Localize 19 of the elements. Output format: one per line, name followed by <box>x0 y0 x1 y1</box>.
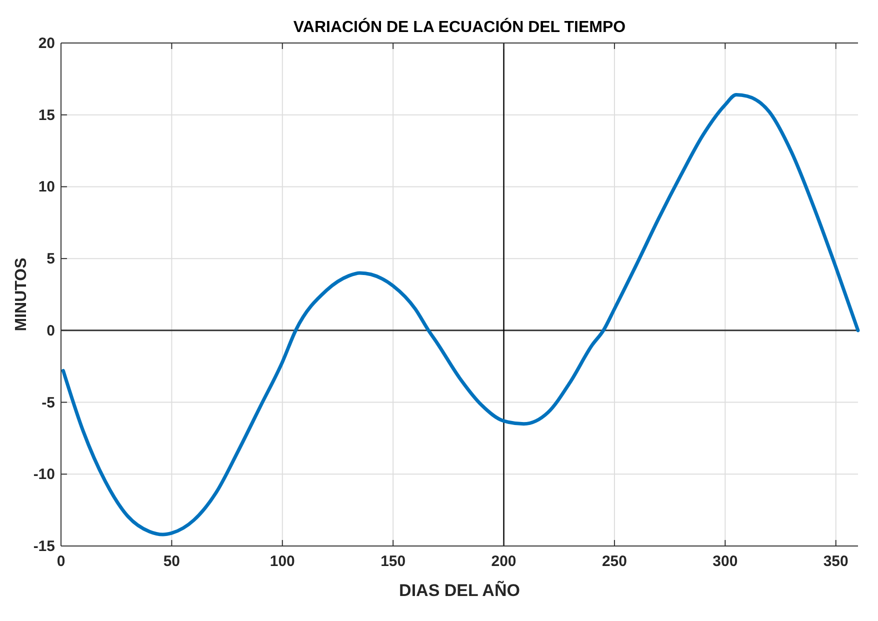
x-tick-label: 100 <box>270 553 295 570</box>
y-axis-title: MINUTOS <box>13 257 30 332</box>
x-tick-label: 300 <box>712 553 738 570</box>
y-tick-label: -15 <box>33 538 55 555</box>
x-tick-label: 350 <box>823 553 848 570</box>
y-tick-label: 15 <box>38 106 55 124</box>
x-tick-label: 250 <box>602 553 627 570</box>
y-tick-label: 0 <box>46 322 55 340</box>
y-tick-label: 10 <box>38 178 55 196</box>
chart-title: VARIACIÓN DE LA ECUACIÓN DEL TIEMPO <box>293 17 626 36</box>
y-tick-label: -10 <box>33 466 55 484</box>
x-tick-label: 50 <box>163 553 180 570</box>
x-axis-title: DIAS DEL AÑO <box>399 580 520 600</box>
y-tick-label: 20 <box>38 35 55 52</box>
y-tick-label: -5 <box>42 394 55 412</box>
x-tick-label: 150 <box>380 553 406 570</box>
y-tick-label: 5 <box>46 250 55 268</box>
x-tick-label: 200 <box>491 553 516 570</box>
line-series <box>61 92 860 536</box>
